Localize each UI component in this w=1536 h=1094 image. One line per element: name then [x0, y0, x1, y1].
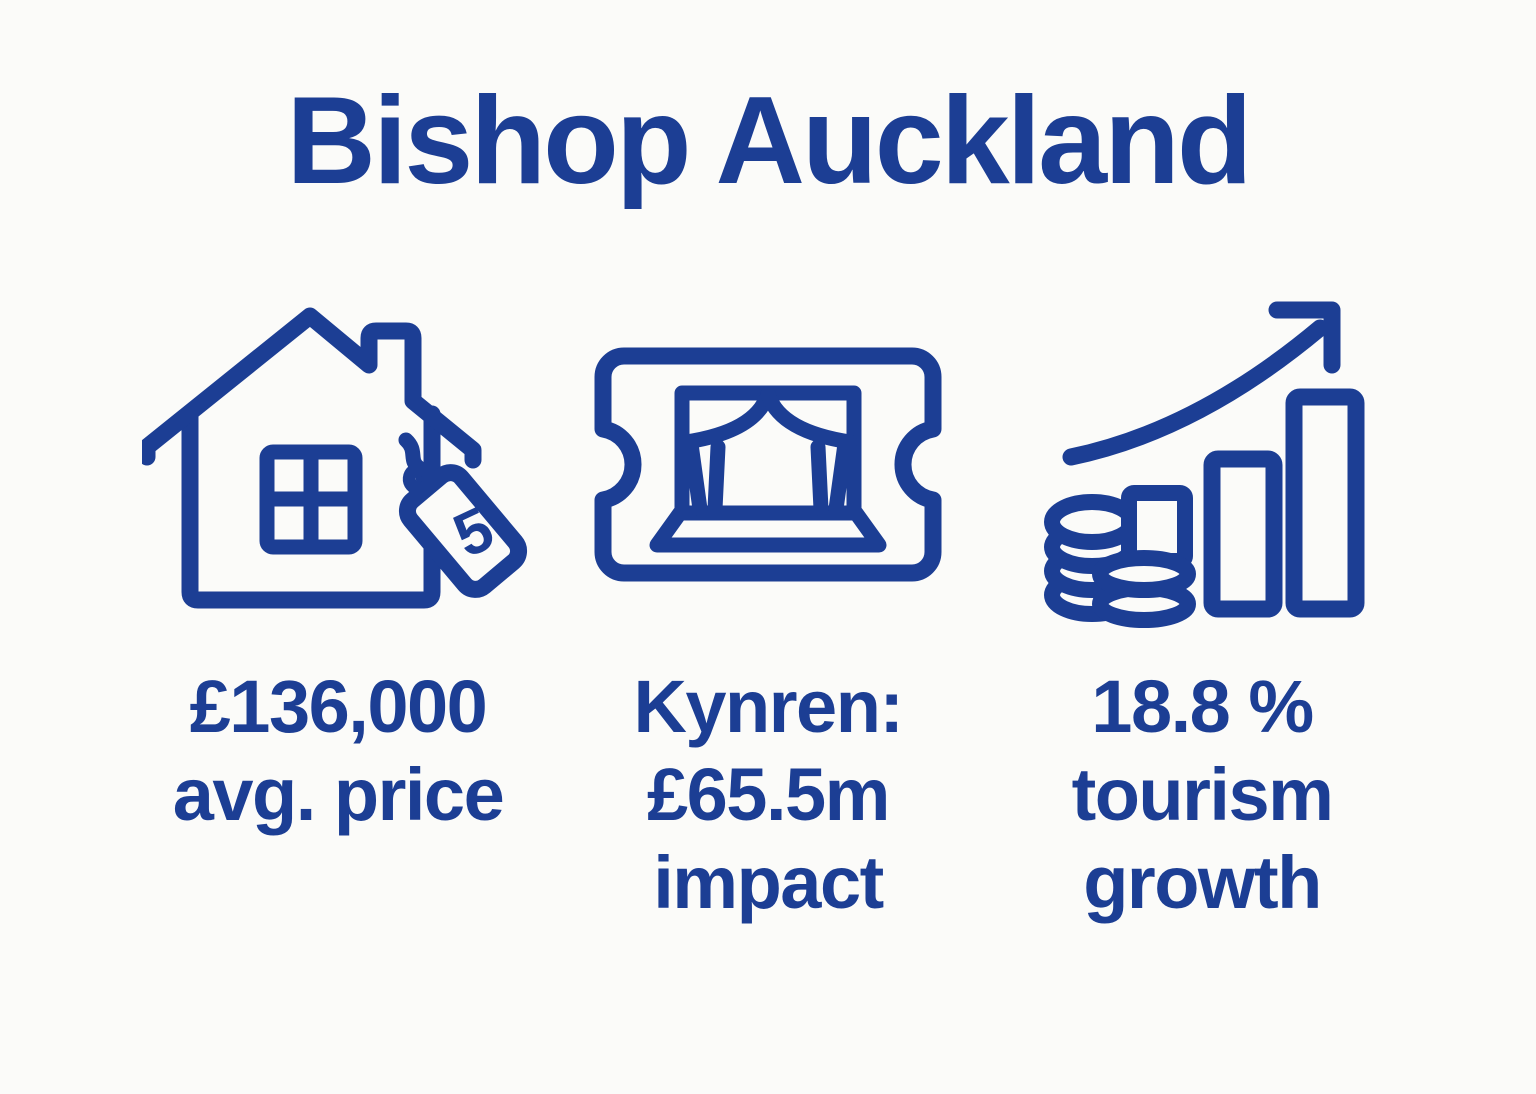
stat-line: impact	[653, 840, 884, 924]
house-icon-box: 5	[142, 293, 534, 637]
stat-line: £65.5m	[647, 752, 890, 836]
stat-line: £136,000	[189, 664, 488, 748]
stat-line: tourism	[1071, 752, 1334, 836]
bar-medium	[1203, 450, 1283, 618]
house-price-tag-icon: 5	[142, 307, 528, 609]
coin-stack-right	[1092, 484, 1196, 628]
bar-tall	[1285, 388, 1365, 618]
arrow-head	[1268, 301, 1341, 374]
house-walls	[181, 405, 441, 609]
stat-line: avg. price	[172, 752, 505, 836]
stat-column-house-price: 5 £136,000 avg. price	[128, 293, 548, 927]
ticket-outline	[594, 347, 942, 582]
stat-column-tourism-growth: 18.8 % tourism growth	[992, 293, 1412, 927]
house-roof	[142, 307, 482, 469]
page-title: Bishop Auckland	[286, 72, 1252, 210]
house-window	[259, 444, 363, 555]
stat-label-house-price: £136,000 avg. price	[172, 663, 505, 839]
stat-line: growth	[1083, 840, 1322, 924]
growth-icon-box	[1037, 293, 1367, 637]
price-tag: 5	[398, 462, 528, 598]
theatre-ticket-icon	[594, 347, 942, 582]
stats-row: 5 £136,000 avg. price	[0, 293, 1536, 927]
stat-column-kynren: Kynren: £65.5m impact	[558, 293, 978, 927]
coins-growth-chart-icon	[1044, 301, 1365, 628]
stage-frame	[674, 385, 862, 521]
stat-line: 18.8 %	[1091, 664, 1314, 748]
stage-floor	[649, 505, 887, 553]
stage-curtains	[678, 386, 858, 517]
stat-label-kynren: Kynren: £65.5m impact	[633, 663, 904, 927]
stat-line: Kynren:	[633, 664, 904, 748]
growth-curve	[1062, 319, 1329, 466]
infographic: Bishop Auckland	[0, 70, 1536, 927]
stat-label-tourism-growth: 18.8 % tourism growth	[1071, 663, 1334, 927]
ticket-icon-box	[594, 293, 942, 637]
price-tag-knot	[402, 462, 436, 496]
